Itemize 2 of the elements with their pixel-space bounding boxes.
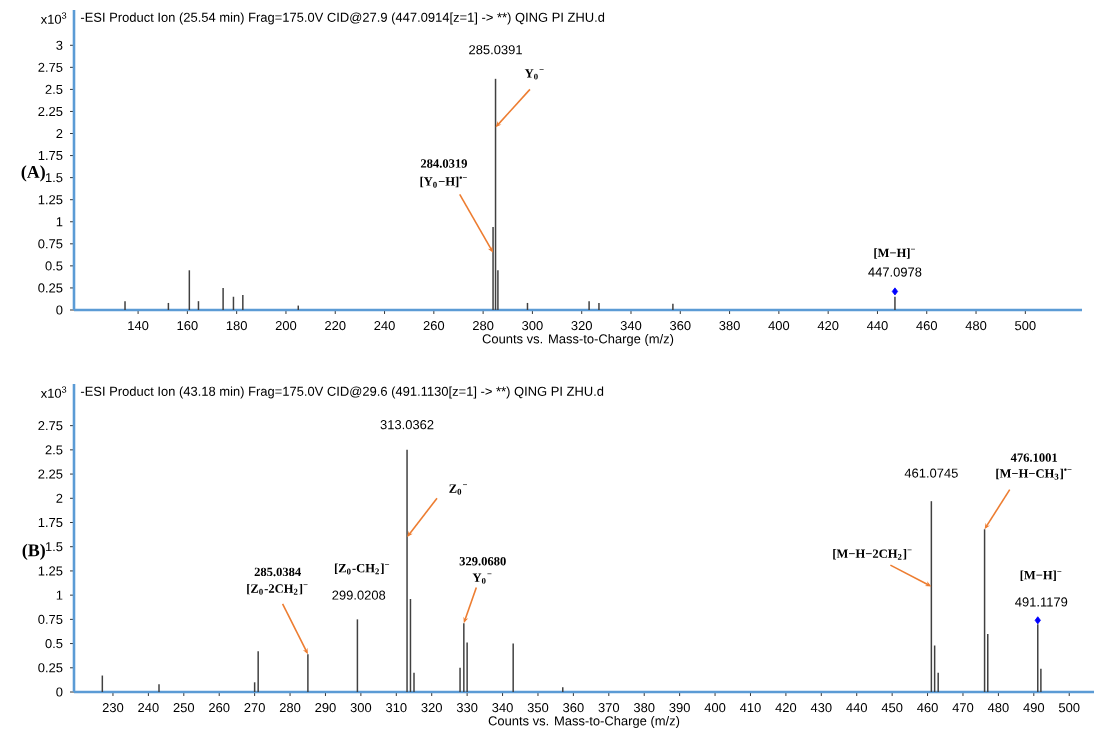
text: (A) [21,165,45,182]
text: (B) [22,543,45,560]
